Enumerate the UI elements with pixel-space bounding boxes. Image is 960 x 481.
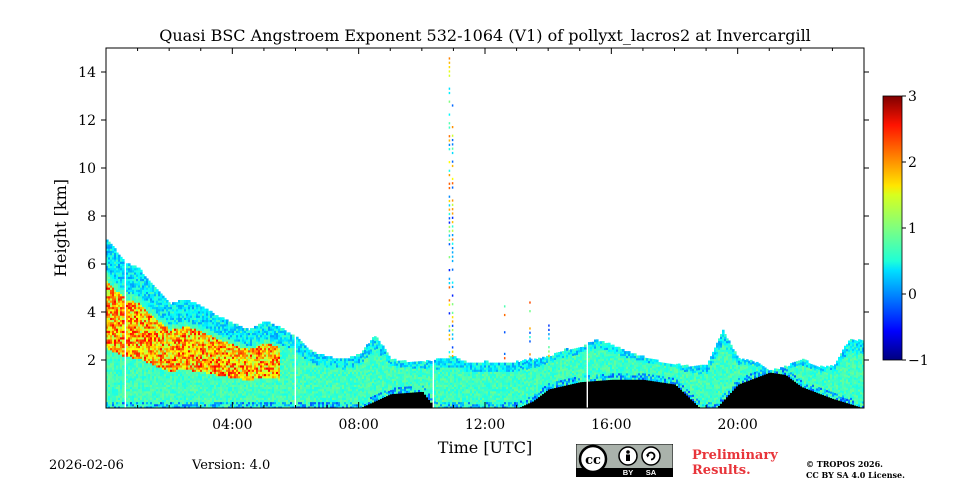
heatmap-column xyxy=(292,335,295,409)
heatmap-column xyxy=(122,259,125,409)
chart-title: Quasi BSC Angstroem Exponent 532-1064 (V… xyxy=(159,26,811,45)
heatmap-cell xyxy=(140,270,143,273)
heatmap-cell xyxy=(122,259,125,262)
heatmap-cell xyxy=(292,335,295,338)
heatmap-cell xyxy=(114,248,117,251)
plot-area xyxy=(106,57,865,408)
